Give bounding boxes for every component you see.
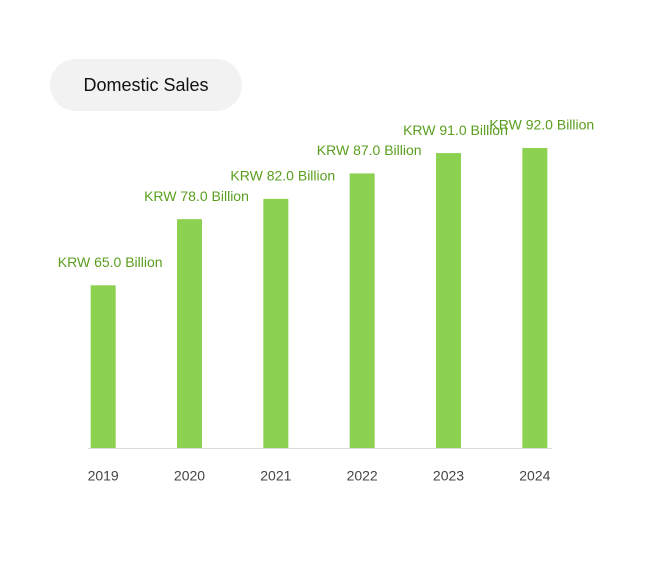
value-label: KRW 92.0 Billion bbox=[489, 117, 594, 133]
bar bbox=[177, 219, 202, 448]
x-tick-label: 2022 bbox=[347, 468, 378, 484]
x-tick-label: 2021 bbox=[260, 468, 291, 484]
title-pill bbox=[50, 59, 242, 111]
x-tick-label: 2024 bbox=[519, 468, 550, 484]
bar bbox=[349, 173, 375, 449]
value-label: KRW 82.0 Billion bbox=[230, 168, 335, 184]
bar bbox=[90, 285, 116, 448]
chart-title: Domestic Sales bbox=[83, 75, 208, 95]
value-label: KRW 91.0 Billion bbox=[403, 122, 508, 138]
bar bbox=[522, 148, 548, 448]
x-tick-label: 2023 bbox=[433, 468, 464, 484]
x-tick-label: 2020 bbox=[174, 468, 205, 484]
x-tick-label: 2019 bbox=[88, 468, 119, 484]
bar bbox=[436, 153, 461, 448]
bar bbox=[263, 198, 289, 448]
value-label: KRW 78.0 Billion bbox=[144, 188, 249, 204]
value-label: KRW 87.0 Billion bbox=[317, 142, 422, 158]
value-label: KRW 65.0 Billion bbox=[58, 254, 163, 270]
